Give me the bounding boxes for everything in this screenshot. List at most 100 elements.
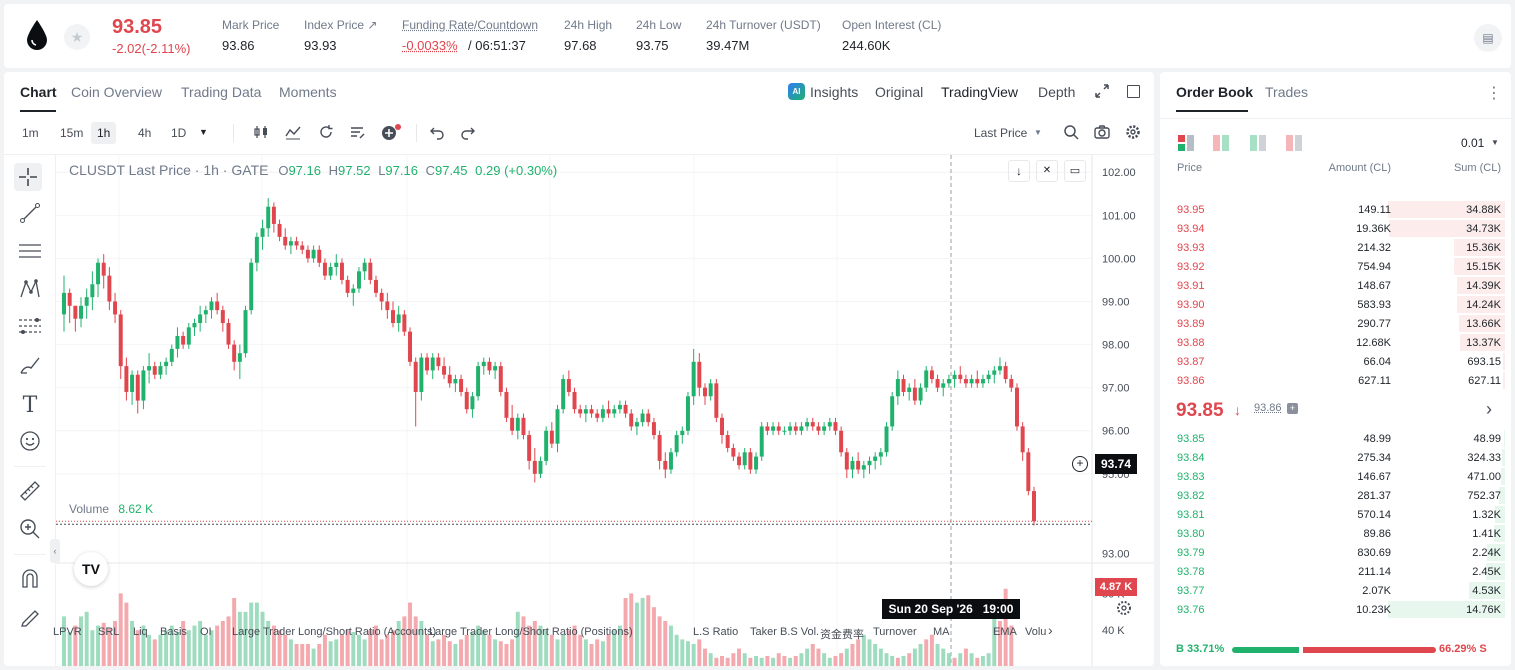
bid-row[interactable]: 93.77 2.07K 4.53K xyxy=(1160,581,1511,600)
bid-row[interactable]: 93.84 275.34 324.33 xyxy=(1160,448,1511,467)
indicator-10[interactable]: Turnover xyxy=(873,626,917,638)
ask-row[interactable]: 93.88 12.68K 13.37K xyxy=(1160,333,1511,352)
window-icon[interactable] xyxy=(1127,85,1140,98)
add-alert-icon[interactable]: + xyxy=(1072,456,1088,472)
ask-row[interactable]: 93.90 583.93 14.24K xyxy=(1160,295,1511,314)
chart-settings-icon[interactable] xyxy=(1116,600,1132,616)
crosshair-tool-icon[interactable] xyxy=(14,163,42,191)
tab-coin-overview[interactable]: Coin Overview xyxy=(71,84,163,100)
tab-moments[interactable]: Moments xyxy=(279,84,337,100)
scroll-down-icon[interactable]: ↓ xyxy=(1008,160,1030,182)
tab-tradingview[interactable]: TradingView xyxy=(941,84,1019,100)
fullscreen-icon[interactable]: ▭ xyxy=(1064,160,1086,182)
ask-row[interactable]: 93.89 290.77 13.66K xyxy=(1160,314,1511,333)
price-chart[interactable]: 102.00101.00100.0099.0098.0097.0096.0095… xyxy=(56,155,1154,666)
tab-trading-data[interactable]: Trading Data xyxy=(181,84,262,100)
bid-row[interactable]: 93.83 146.67 471.00 xyxy=(1160,467,1511,486)
price-type-select[interactable]: Last Price xyxy=(974,126,1028,140)
trend-line-tool-icon[interactable] xyxy=(16,202,44,230)
indicator-8[interactable]: Taker B.S Vol. xyxy=(750,626,820,638)
indicator-0[interactable]: LPVR xyxy=(53,626,82,638)
index-price-label[interactable]: Index Price ↗ xyxy=(304,18,378,32)
indicator-5[interactable]: Large Trader Long/Short Ratio (Accounts) xyxy=(232,626,437,638)
tab-original[interactable]: Original xyxy=(875,84,924,100)
ask-row[interactable]: 93.86 627.11 627.11 xyxy=(1160,371,1511,390)
expand-orderbook-icon[interactable]: › xyxy=(1486,399,1492,419)
view-both-icon[interactable] xyxy=(1178,135,1194,151)
indicator-7[interactable]: L.S Ratio xyxy=(693,626,739,638)
candle-type-icon[interactable] xyxy=(251,124,271,144)
ruler-tool-icon[interactable] xyxy=(16,480,44,508)
book-icon[interactable]: ▤ xyxy=(1474,24,1502,52)
settings-gear-icon[interactable] xyxy=(1123,124,1143,144)
favorite-star-icon[interactable]: ★ xyxy=(64,24,90,50)
candle-body xyxy=(192,323,197,328)
tab-trades[interactable]: Trades xyxy=(1265,84,1309,100)
timeframe-1h[interactable]: 1h xyxy=(91,122,117,144)
refresh-icon[interactable] xyxy=(316,124,336,144)
bid-row[interactable]: 93.76 10.23K 14.76K xyxy=(1160,600,1511,619)
precision-select[interactable]: 0.01 xyxy=(1461,136,1485,150)
ask-row[interactable]: 93.87 66.04 693.15 xyxy=(1160,352,1511,371)
expand-icon[interactable] xyxy=(1094,83,1110,99)
ask-row[interactable]: 93.92 754.94 15.15K xyxy=(1160,257,1511,276)
indicator-9[interactable]: 资金费率 xyxy=(820,629,864,641)
zoom-in-tool-icon[interactable] xyxy=(16,518,44,546)
emoji-tool-icon[interactable] xyxy=(16,430,44,458)
redo-icon[interactable] xyxy=(458,124,478,144)
indicator-13[interactable]: Volu xyxy=(1025,626,1047,638)
indicator-6[interactable]: Large Trader Long/Short Ratio (Positions… xyxy=(429,626,633,638)
ask-row[interactable]: 93.95 149.11 34.88K xyxy=(1160,200,1511,219)
ask-row[interactable]: 93.93 214.32 15.36K xyxy=(1160,238,1511,257)
indicator-1[interactable]: SRL xyxy=(98,626,120,638)
tab-order-book[interactable]: Order Book xyxy=(1176,84,1254,100)
view-bids-asks-icon[interactable] xyxy=(1213,135,1229,151)
chart-collapse-left-icon[interactable]: ‹ xyxy=(50,539,60,563)
bid-row[interactable]: 93.78 211.14 2.45K xyxy=(1160,562,1511,581)
index-price-value: 93.93 xyxy=(304,38,337,53)
ask-row[interactable]: 93.94 19.36K 34.73K xyxy=(1160,219,1511,238)
brush-tool-icon[interactable] xyxy=(16,354,44,382)
add-indicator-icon[interactable] xyxy=(379,123,403,145)
candle-body xyxy=(623,404,628,414)
bid-row[interactable]: 93.80 89.86 1.41K xyxy=(1160,524,1511,543)
volume-bar xyxy=(470,632,475,666)
indicator-12[interactable]: EMA xyxy=(993,626,1017,638)
bid-row[interactable]: 93.79 830.69 2.24K xyxy=(1160,543,1511,562)
indicator-2[interactable]: Liq xyxy=(133,626,148,638)
timeframe-dropdown-icon[interactable]: ▼ xyxy=(199,127,208,137)
search-icon[interactable] xyxy=(1061,124,1081,144)
bid-row[interactable]: 93.82 281.37 752.37 xyxy=(1160,486,1511,505)
candle-body xyxy=(152,366,157,375)
candle-body xyxy=(135,374,140,401)
view-bids-icon[interactable] xyxy=(1250,135,1266,151)
volume-bar xyxy=(237,611,242,666)
indicators-icon[interactable] xyxy=(283,124,303,144)
tab-depth[interactable]: Depth xyxy=(1038,84,1076,100)
bid-row[interactable]: 93.85 48.99 48.99 xyxy=(1160,429,1511,448)
magnet-tool-icon[interactable] xyxy=(16,567,44,595)
pencil-lock-tool-icon[interactable] xyxy=(16,605,44,633)
timeframe-1D[interactable]: 1D xyxy=(171,126,187,140)
tab-insights[interactable]: Insights xyxy=(810,84,859,100)
fib-tool-icon[interactable] xyxy=(16,316,44,344)
ask-row[interactable]: 93.91 148.67 14.39K xyxy=(1160,276,1511,295)
timeframe-4h[interactable]: 4h xyxy=(138,126,152,140)
indicator-4[interactable]: OI xyxy=(200,626,212,638)
template-icon[interactable] xyxy=(347,124,367,144)
indicator-bar-next-icon[interactable]: › xyxy=(1048,622,1053,638)
undo-icon[interactable] xyxy=(427,124,447,144)
tab-chart[interactable]: Chart xyxy=(20,84,57,100)
timeframe-15m[interactable]: 15m xyxy=(60,126,84,140)
horizontal-lines-tool-icon[interactable] xyxy=(16,240,44,268)
timeframe-1m[interactable]: 1m xyxy=(22,126,39,140)
indicator-11[interactable]: MA xyxy=(933,626,950,638)
view-asks-icon[interactable] xyxy=(1286,135,1302,151)
more-options-icon[interactable]: ⋮ xyxy=(1486,85,1502,102)
indicator-3[interactable]: Basis xyxy=(160,626,187,638)
camera-icon[interactable] xyxy=(1092,124,1112,144)
bid-row[interactable]: 93.81 570.14 1.32K xyxy=(1160,505,1511,524)
collapse-icon[interactable]: ✕ xyxy=(1036,160,1058,182)
pattern-tool-icon[interactable] xyxy=(16,278,44,306)
text-tool-icon[interactable]: T xyxy=(22,393,38,418)
